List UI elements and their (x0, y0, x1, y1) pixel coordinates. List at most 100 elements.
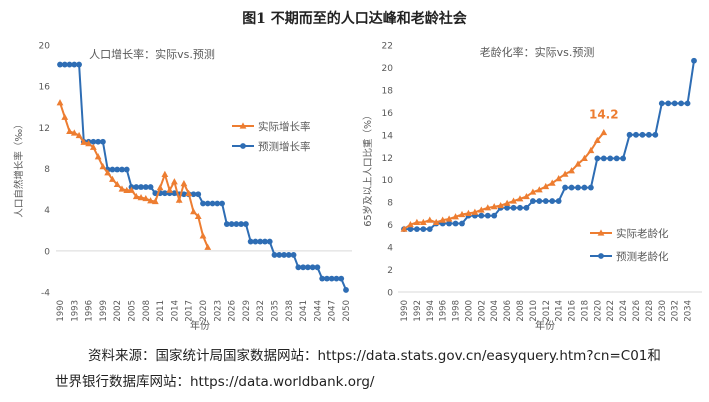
data-point (147, 184, 154, 190)
data-point (658, 100, 665, 107)
chart-1: -4 0 4 8 12 16 20 1990 1993 1996 1999 2002 2005 2008 2… (13, 42, 352, 332)
data-point (309, 264, 316, 271)
x-tick-label: 2014 (555, 300, 565, 322)
x-tick-label: 2006 (503, 300, 513, 322)
data-point (247, 238, 254, 245)
data-point (432, 218, 440, 225)
x-tick-label: 2029 (242, 300, 252, 322)
data-point (477, 206, 485, 213)
data-point (171, 190, 178, 197)
x-tick-label: 2000 (464, 300, 474, 322)
data-point (549, 198, 556, 204)
series-line (403, 131, 605, 230)
data-point (219, 200, 225, 207)
x-tick-label: 2004 (490, 300, 500, 322)
x-tick-label: 2044 (313, 300, 323, 322)
data-point (594, 155, 601, 162)
data-point (271, 252, 278, 258)
data-point (529, 198, 536, 204)
data-point (56, 99, 64, 106)
data-point (504, 204, 511, 211)
data-point (238, 221, 245, 227)
legend-item: 实际增长率 (232, 120, 311, 133)
chart-title: 人口增长率：实际vs.预测 (89, 47, 215, 61)
y-tick-label: 12 (39, 124, 50, 134)
data-point (190, 191, 197, 198)
legend-marker (597, 229, 605, 236)
data-point (66, 127, 73, 135)
source-line-2: 世界银行数据库网站：https://data.worldbank.org/ (55, 374, 375, 390)
data-point (166, 186, 174, 193)
legend-item: 预测老龄化 (590, 250, 669, 263)
x-tick-label: 1990 (56, 300, 66, 322)
data-point (562, 184, 569, 191)
data-point (510, 197, 517, 204)
x-tick-label: 2026 (228, 300, 238, 322)
chart-title: 老龄化率：实际vs.预测 (480, 45, 595, 59)
data-point (458, 210, 466, 218)
data-point (613, 155, 620, 162)
x-tick-label: 2028 (645, 300, 655, 322)
data-point (185, 189, 193, 197)
series-forecast (401, 57, 697, 233)
data-point (607, 155, 614, 162)
x-tick-label: 2002 (113, 300, 123, 322)
legend-label: 实际老龄化 (616, 227, 669, 240)
data-point (407, 221, 414, 228)
data-point (324, 275, 330, 282)
data-point (295, 264, 302, 271)
data-point (319, 275, 326, 282)
legend-item: 预测增长率 (232, 140, 311, 153)
data-point (100, 138, 106, 145)
x-tick-label: 2026 (632, 300, 642, 322)
data-point (542, 198, 549, 204)
data-point (484, 212, 491, 219)
x-tick-label: 1998 (452, 300, 462, 322)
data-point (503, 199, 511, 206)
data-point (587, 146, 595, 154)
data-point (123, 166, 130, 173)
data-point (204, 243, 212, 250)
x-tick-label: 2005 (128, 300, 138, 322)
data-point (276, 252, 283, 258)
data-point (199, 232, 207, 239)
x-tick-label: 2002 (477, 300, 487, 322)
data-point (180, 180, 188, 187)
data-point (484, 204, 492, 211)
x-tick-label: 2022 (606, 300, 616, 322)
data-point (285, 252, 292, 258)
data-point (204, 200, 211, 207)
y-axis-title: 人口自然增长率（‰） (13, 119, 25, 217)
data-point (161, 190, 168, 197)
data-point (400, 225, 408, 232)
x-tick-label: 2032 (256, 300, 266, 322)
y-tick-label: -4 (41, 289, 50, 299)
y-tick-label: 8 (44, 165, 50, 175)
data-point (80, 138, 88, 145)
data-point (94, 153, 102, 160)
data-point (89, 143, 97, 150)
x-tick-label: 2050 (342, 300, 352, 322)
data-point (652, 131, 659, 138)
data-point (333, 275, 340, 282)
series-line (404, 60, 695, 231)
data-point (156, 184, 164, 191)
data-point (593, 136, 601, 144)
data-point (104, 169, 112, 176)
legend-label: 实际增长率 (258, 120, 311, 133)
data-point (568, 184, 575, 191)
data-point (109, 166, 116, 173)
data-point (568, 167, 575, 174)
data-point (223, 221, 230, 227)
data-point (684, 100, 691, 107)
x-tick-label: 2017 (185, 300, 195, 322)
data-point (137, 194, 145, 201)
data-point (128, 186, 135, 193)
data-point (109, 175, 116, 182)
data-point (181, 191, 187, 198)
y-tick-label: 20 (39, 42, 51, 52)
data-point (671, 100, 678, 107)
x-tick-label: 1993 (70, 300, 80, 322)
data-point (142, 194, 150, 202)
